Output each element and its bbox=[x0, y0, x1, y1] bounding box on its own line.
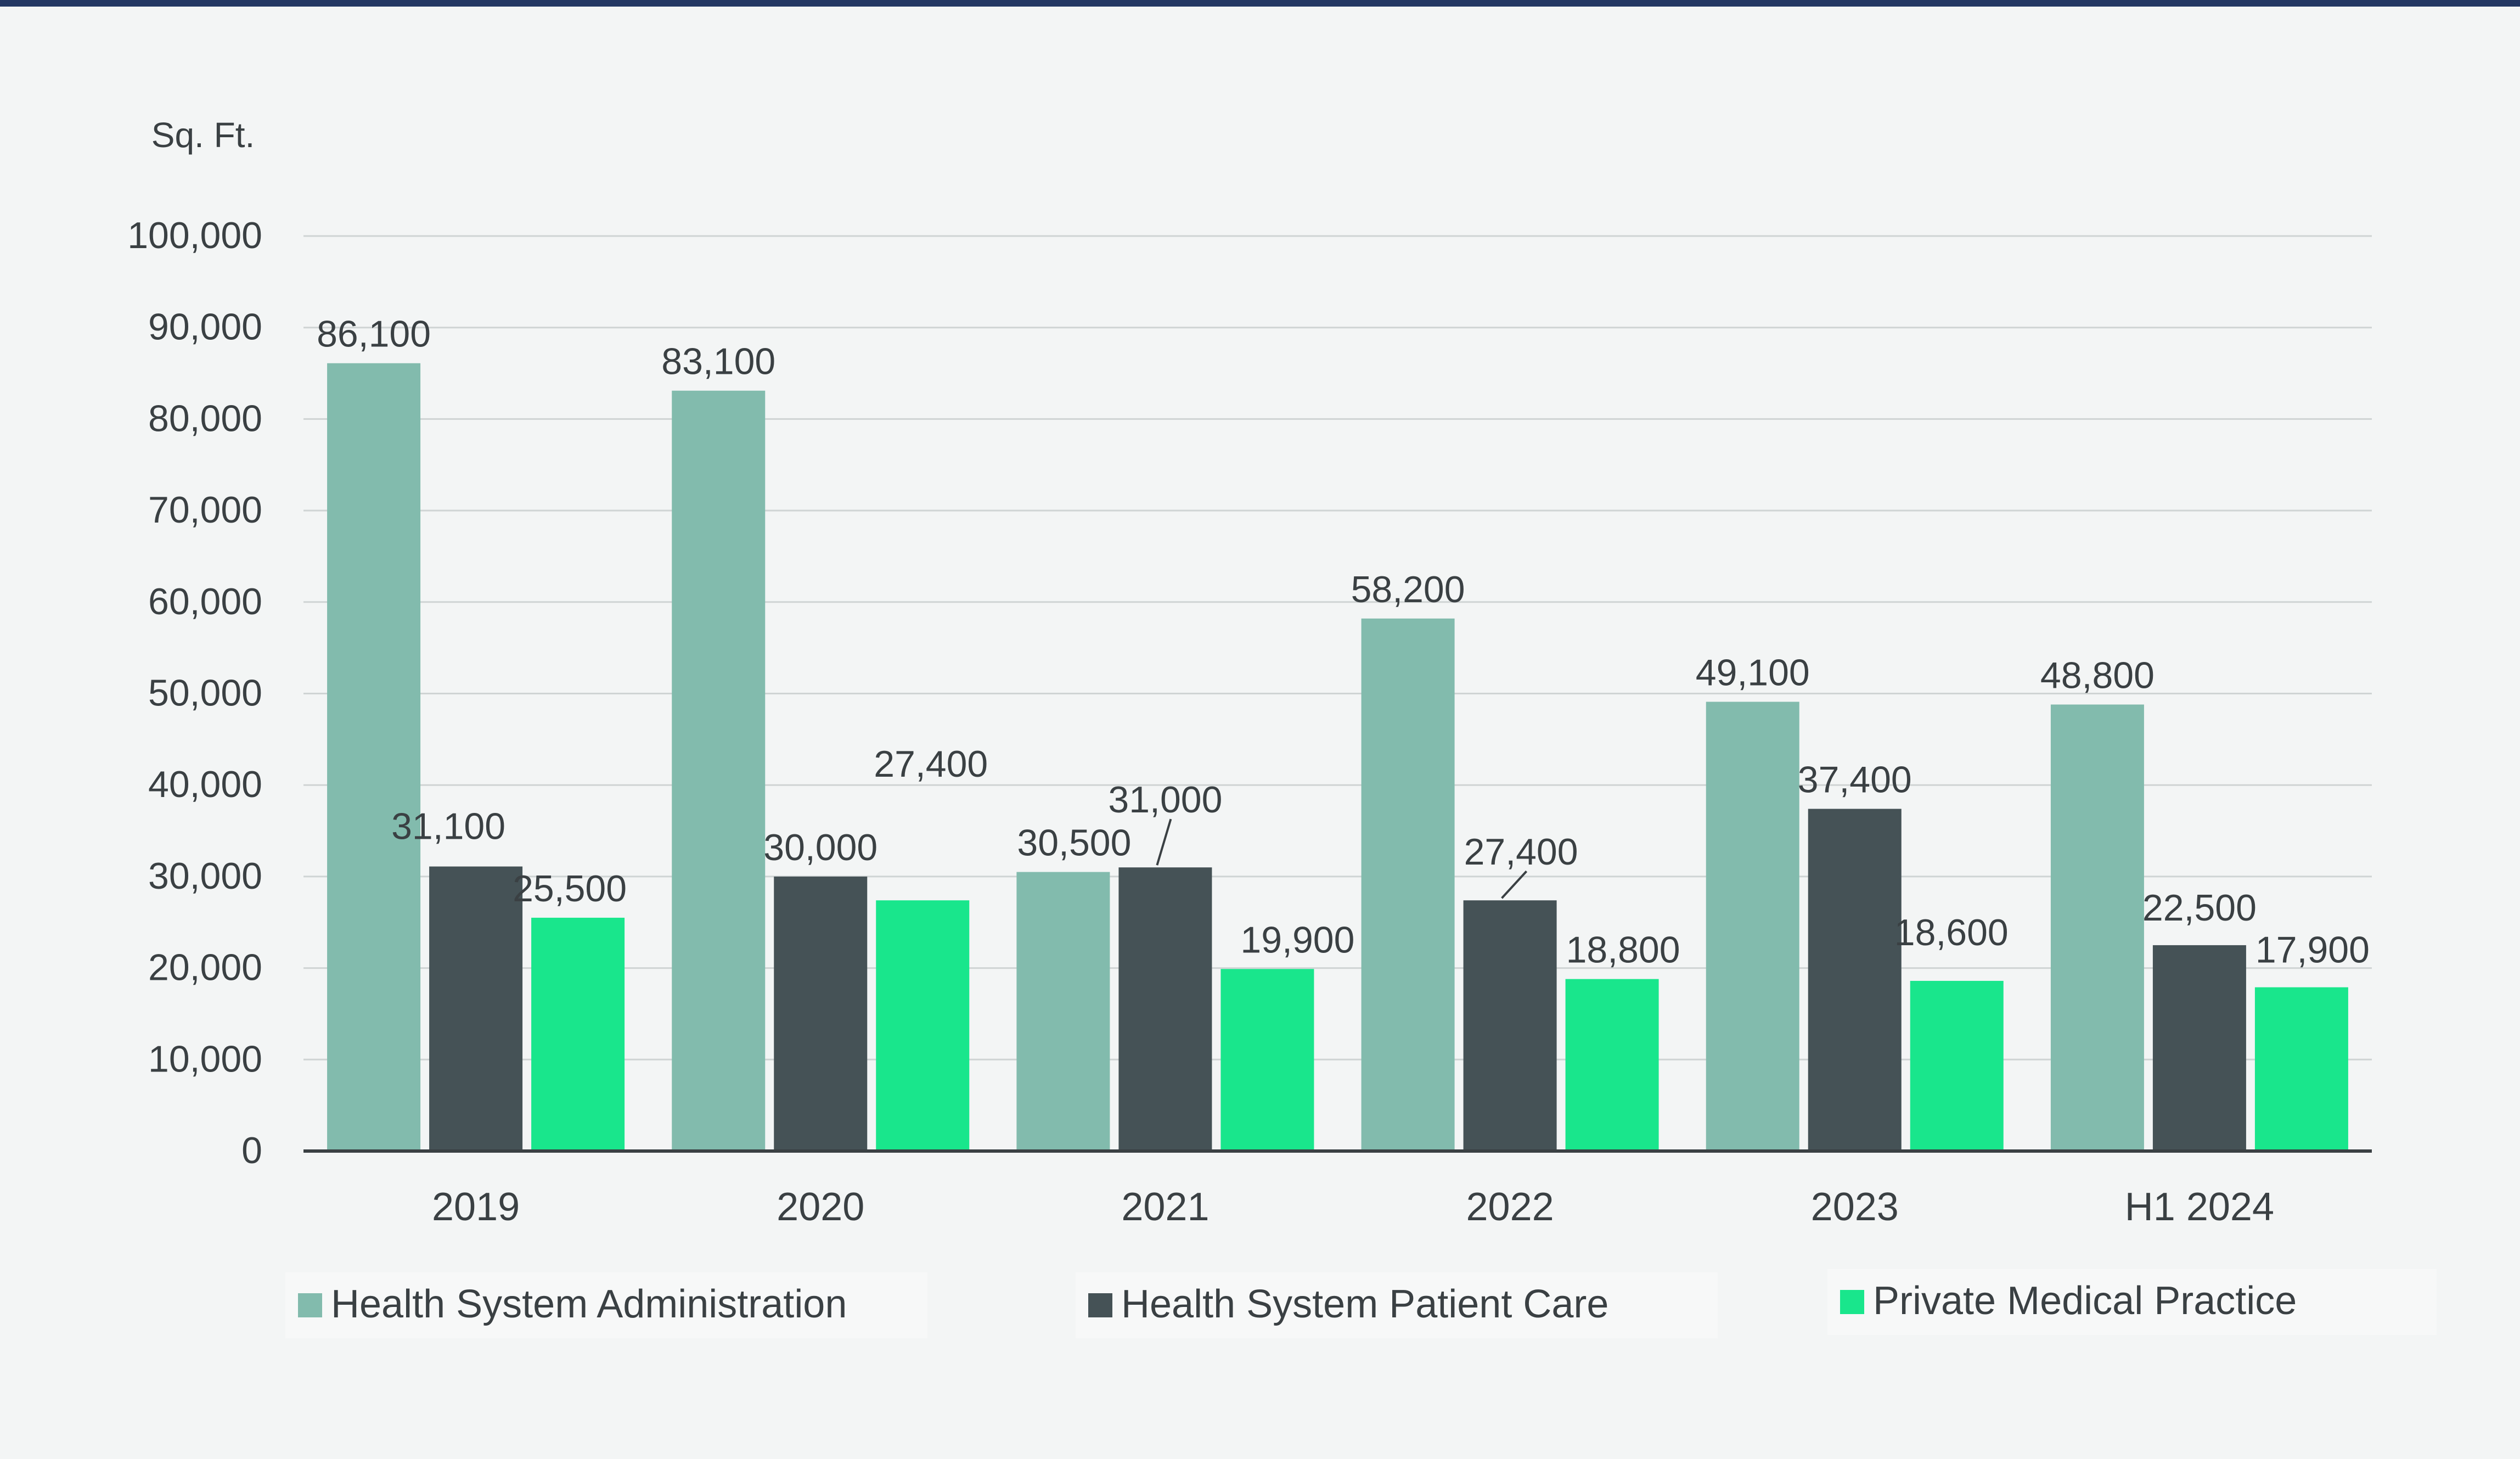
bar bbox=[2152, 945, 2246, 1151]
bar-value-label: 18,800 bbox=[1566, 929, 1680, 971]
gridlines bbox=[303, 235, 2372, 1060]
y-tick-label: 60,000 bbox=[148, 581, 262, 622]
bar-value-label: 18,600 bbox=[1894, 912, 2009, 953]
y-axis-ticks: 0 10,000 20,000 30,000 40,000 50,000 60,000 70,… bbox=[127, 215, 262, 1171]
bar-value-label: 86,100 bbox=[317, 313, 431, 355]
bar bbox=[1808, 809, 1902, 1151]
legend-label: Health System Patient Care bbox=[1121, 1282, 1608, 1326]
bar-value-label: 27,400 bbox=[874, 743, 988, 785]
x-tick-label: 2019 bbox=[432, 1185, 520, 1229]
bars bbox=[327, 363, 2348, 1151]
leader-line bbox=[1501, 870, 1528, 899]
bar bbox=[1706, 702, 1799, 1151]
y-tick-label: 70,000 bbox=[148, 489, 262, 531]
bar bbox=[774, 876, 868, 1151]
y-tick-label: 80,000 bbox=[148, 397, 262, 439]
bar-labels: 86,100 83,100 30,500 58,200 49,100 48,800 31,1… bbox=[317, 313, 2370, 971]
bar bbox=[1220, 969, 1314, 1151]
bar bbox=[1361, 618, 1455, 1151]
y-tick-label: 0 bbox=[241, 1130, 262, 1171]
bar bbox=[1463, 900, 1557, 1151]
legend: Health System Administration Health Syste… bbox=[285, 1269, 2437, 1338]
bar-value-label: 58,200 bbox=[1351, 569, 1465, 610]
x-tick-label: 2021 bbox=[1121, 1185, 1209, 1229]
bar-value-label: 30,000 bbox=[763, 827, 878, 868]
leader-line bbox=[1156, 818, 1172, 866]
legend-label: Private Medical Practice bbox=[1873, 1279, 2297, 1323]
bar-value-label: 17,900 bbox=[2255, 929, 2370, 971]
bar bbox=[2050, 704, 2144, 1151]
bar bbox=[2254, 987, 2348, 1151]
bar bbox=[876, 900, 970, 1151]
bar-value-label: 31,000 bbox=[1108, 779, 1222, 821]
bar-value-label: 25,500 bbox=[513, 868, 627, 910]
x-axis-ticks: 2019 2020 2021 2022 2023 H1 2024 bbox=[432, 1185, 2274, 1229]
leader-lines bbox=[1156, 818, 1528, 899]
y-tick-label: 20,000 bbox=[148, 947, 262, 989]
bar-value-label: 22,500 bbox=[2142, 887, 2257, 929]
y-axis-title: Sq. Ft. bbox=[151, 115, 255, 155]
bar-value-label: 27,400 bbox=[1464, 831, 1578, 873]
x-tick-label: 2023 bbox=[1811, 1185, 1899, 1229]
legend-swatch bbox=[298, 1293, 322, 1317]
top-rule bbox=[0, 0, 2520, 7]
y-tick-label: 40,000 bbox=[148, 764, 262, 805]
bar-value-label: 37,400 bbox=[1798, 759, 1912, 801]
x-tick-label: 2022 bbox=[1466, 1185, 1554, 1229]
bar bbox=[327, 363, 421, 1151]
y-tick-label: 10,000 bbox=[148, 1038, 262, 1080]
legend-label: Health System Administration bbox=[331, 1282, 847, 1326]
legend-item-background bbox=[1076, 1272, 1718, 1338]
y-tick-label: 90,000 bbox=[148, 306, 262, 348]
legend-swatch bbox=[1840, 1290, 1864, 1314]
bar-value-label: 49,100 bbox=[1696, 652, 1810, 694]
x-tick-label: 2020 bbox=[777, 1185, 864, 1229]
bar-value-label: 30,500 bbox=[1017, 822, 1131, 864]
x-tick-label: H1 2024 bbox=[2125, 1185, 2274, 1229]
bar bbox=[672, 390, 766, 1151]
bar bbox=[1118, 867, 1212, 1151]
bar bbox=[429, 866, 523, 1151]
bar-value-label: 48,800 bbox=[2040, 655, 2155, 697]
bar bbox=[1016, 872, 1110, 1151]
bar-value-label: 31,100 bbox=[391, 806, 505, 848]
y-tick-label: 50,000 bbox=[148, 672, 262, 714]
bar bbox=[1565, 979, 1659, 1151]
y-tick-label: 30,000 bbox=[148, 855, 262, 897]
bar-value-label: 19,900 bbox=[1240, 919, 1354, 961]
legend-item-background bbox=[285, 1272, 927, 1338]
legend-item-background bbox=[1827, 1269, 2437, 1335]
bar bbox=[1910, 980, 2004, 1151]
y-tick-label: 100,000 bbox=[127, 215, 262, 256]
bar-value-label: 83,100 bbox=[661, 341, 775, 383]
bar bbox=[531, 917, 625, 1151]
legend-swatch bbox=[1088, 1293, 1112, 1317]
